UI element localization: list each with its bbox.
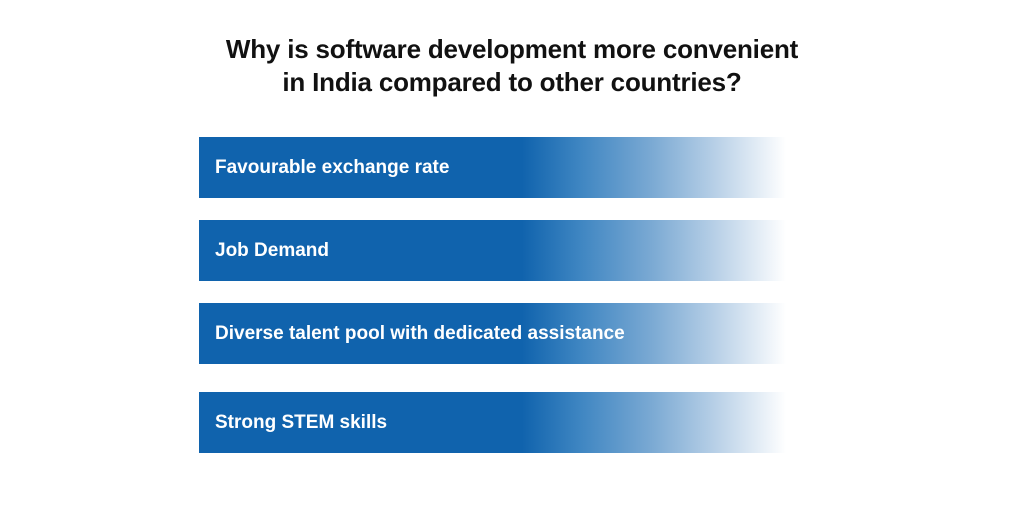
reason-label: Favourable exchange rate: [215, 156, 450, 178]
title-line-1: Why is software development more conveni…: [225, 34, 799, 64]
reason-bar-exchange-rate: Favourable exchange rate: [199, 137, 786, 198]
page-title: Why is software development more conveni…: [0, 33, 1024, 99]
reason-bar-job-demand: Job Demand: [199, 220, 786, 281]
reason-bar-stem-skills: Strong STEM skills: [199, 392, 786, 453]
reason-label: Job Demand: [215, 239, 330, 261]
reason-bar-talent-pool: Diverse talent pool with dedicated assis…: [199, 303, 786, 364]
title-line-2: in India compared to other countries?: [282, 67, 742, 97]
reason-label: Diverse talent pool with dedicated assis…: [215, 322, 625, 344]
reason-label: Strong STEM skills: [215, 411, 388, 433]
